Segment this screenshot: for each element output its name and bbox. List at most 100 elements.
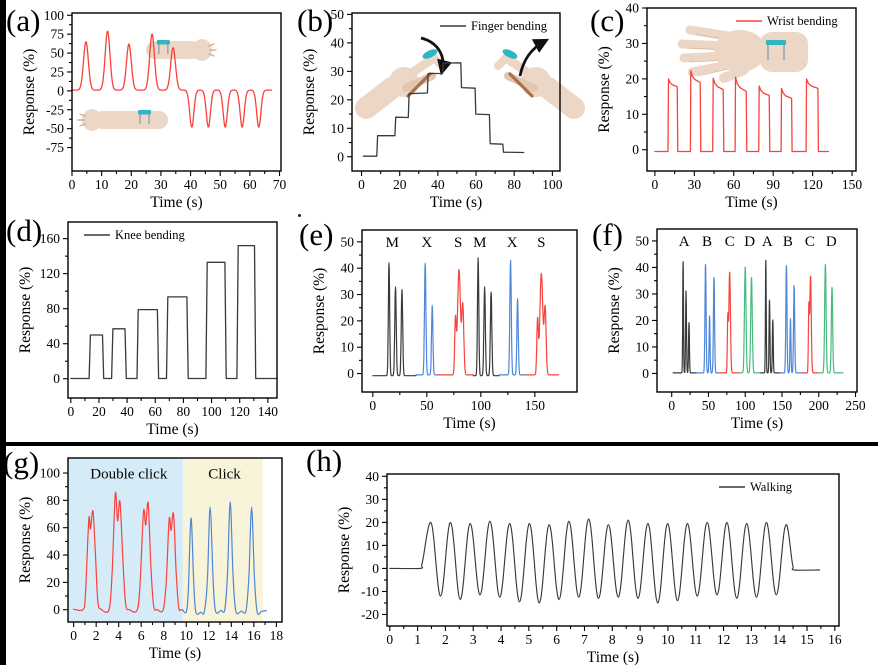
y-tick-label: 100 [44, 8, 65, 23]
x-tick-label: 8 [160, 628, 167, 643]
y-tick-label: 50 [341, 234, 355, 249]
plot-border [646, 7, 857, 172]
y-tick-label: 20 [331, 92, 345, 107]
sensor-band-icon [502, 49, 518, 59]
x-tick-label: 0 [652, 177, 659, 192]
axis-ticks [357, 241, 536, 397]
x-tick-label: 140 [258, 404, 279, 419]
series-double-click-response [73, 491, 184, 613]
x-tick-label: 250 [845, 398, 866, 413]
x-tick-label: 4 [115, 628, 122, 643]
x-axis-label: Time (s) [430, 194, 482, 211]
left-edge-bar [0, 0, 6, 665]
x-tick-label: 60 [727, 177, 741, 192]
y-tick-label: -75 [46, 140, 64, 155]
axis-ticks [642, 7, 853, 176]
x-tick-label: 5 [525, 632, 532, 647]
y-tick-label: 75 [51, 27, 65, 42]
x-tick-label: 10 [95, 177, 109, 192]
series-letter-d-response [738, 263, 844, 374]
x-tick-label: 10 [180, 628, 194, 643]
x-axis-label: Time (s) [443, 415, 495, 432]
x-tick-label: 10 [661, 632, 675, 647]
panel-tag-c: (c) [590, 3, 625, 38]
y-tick-label: 40 [341, 261, 355, 276]
x-tick-label: 40 [431, 177, 445, 192]
x-tick-label: 200 [809, 398, 830, 413]
peak-letter-label: S [454, 235, 462, 251]
y-tick-label: 0 [642, 366, 649, 381]
y-axis-label: Response (%) [336, 507, 353, 594]
y-tick-label: 40 [366, 469, 380, 484]
series-letter-x-response [415, 259, 526, 376]
panel-c-plot: 0 30 60 90 120 150 0 10 20 30 40 Time (s) Response (… [596, 1, 862, 212]
legend-label: Walking [750, 480, 793, 494]
panel-tag-e: (e) [299, 217, 334, 252]
x-axis-label: Time (s) [725, 194, 777, 211]
y-tick-label: -25 [46, 102, 64, 117]
x-tick-label: 4 [498, 632, 505, 647]
x-tick-label: 15 [800, 632, 814, 647]
y-tick-label: 10 [626, 107, 640, 122]
y-tick-label: 40 [636, 260, 650, 275]
panel-tag-d: (d) [6, 213, 43, 248]
y-tick-label: 0 [53, 602, 60, 617]
x-tick-label: 1 [414, 632, 421, 647]
series-letter-s-response [437, 268, 560, 376]
y-tick-label: 0 [337, 149, 344, 164]
y-axis-label: Response (%) [311, 268, 328, 355]
peak-letter-label: A [762, 234, 773, 250]
peak-letter-label: D [744, 234, 755, 250]
x-tick-label: 0 [369, 398, 376, 413]
series-letter-a-response [672, 259, 781, 374]
x-tick-label: 50 [213, 177, 227, 192]
y-tick-label: 40 [626, 1, 640, 16]
y-tick-label: 20 [366, 515, 380, 530]
y-axis-label: Response (%) [301, 49, 318, 136]
panel-a-plot: 0 10 20 30 40 50 60 70 100 75 50 25 0 -25 -50 -75 Time (… [21, 8, 287, 211]
x-tick-label: 20 [125, 177, 139, 192]
x-tick-label: 100 [542, 177, 563, 192]
y-tick-label: 0 [53, 371, 60, 386]
panel-h-plot: 0 1 2 3 4 5 6 7 8 9 10 11 12 13 14 15 16403020100-10-20T… [336, 469, 842, 665]
series-walking-response [389, 518, 821, 604]
y-tick-label: -10 [361, 584, 379, 599]
y-tick-label: 20 [47, 575, 61, 590]
series-letter-m-response [372, 257, 500, 377]
x-tick-label: 80 [507, 177, 521, 192]
panel-g-plot: 0 2 4 6 8 10 12 14 16 18 0 20 40 60 80 100 Time (s) Respo… [17, 457, 283, 662]
y-tick-label: 10 [341, 340, 355, 355]
y-tick-label: 30 [636, 286, 650, 301]
region-label: Double click [90, 467, 168, 483]
y-axis-label: Response (%) [21, 49, 38, 136]
plot-border [361, 229, 578, 393]
y-tick-label: 30 [331, 64, 345, 79]
panel-d-plot: 0 20 40 60 80 100 120 140 0 40 80 120 160 Time (s) Res… [17, 221, 279, 438]
y-tick-label: 80 [47, 493, 61, 508]
series-click-response [182, 501, 267, 616]
axis-ticks [382, 475, 836, 631]
panel-f-plot: 0 50 100 150 200 250 0 10 20 30 40 50 Time (s) Respon… [606, 228, 866, 432]
wrist-hand-illustration [677, 25, 808, 83]
x-tick-label: 6 [138, 628, 145, 643]
peak-letter-label: X [421, 235, 432, 251]
x-tick-label: 120 [230, 404, 251, 419]
bending-hand-left-illustration [355, 49, 446, 119]
peak-letter-label: B [783, 234, 793, 250]
x-tick-label: 50 [420, 398, 434, 413]
forearm-down-illustration [77, 109, 168, 131]
sensor-band-icon [422, 49, 438, 59]
panel-tag-a: (a) [6, 3, 41, 38]
x-tick-label: 16 [247, 628, 261, 643]
y-tick-label: -20 [361, 607, 379, 622]
x-tick-label: 9 [637, 632, 644, 647]
row-divider [0, 442, 878, 446]
x-tick-label: 50 [702, 398, 716, 413]
x-tick-label: 70 [273, 177, 287, 192]
x-tick-label: 0 [386, 632, 393, 647]
x-tick-label: 60 [243, 177, 257, 192]
x-tick-label: 30 [688, 177, 702, 192]
panel-e-plot: 0 50 100 150 0 10 20 30 40 50 Time (s) Response (%)… [311, 229, 578, 432]
panel-tag-h: (h) [306, 443, 343, 478]
